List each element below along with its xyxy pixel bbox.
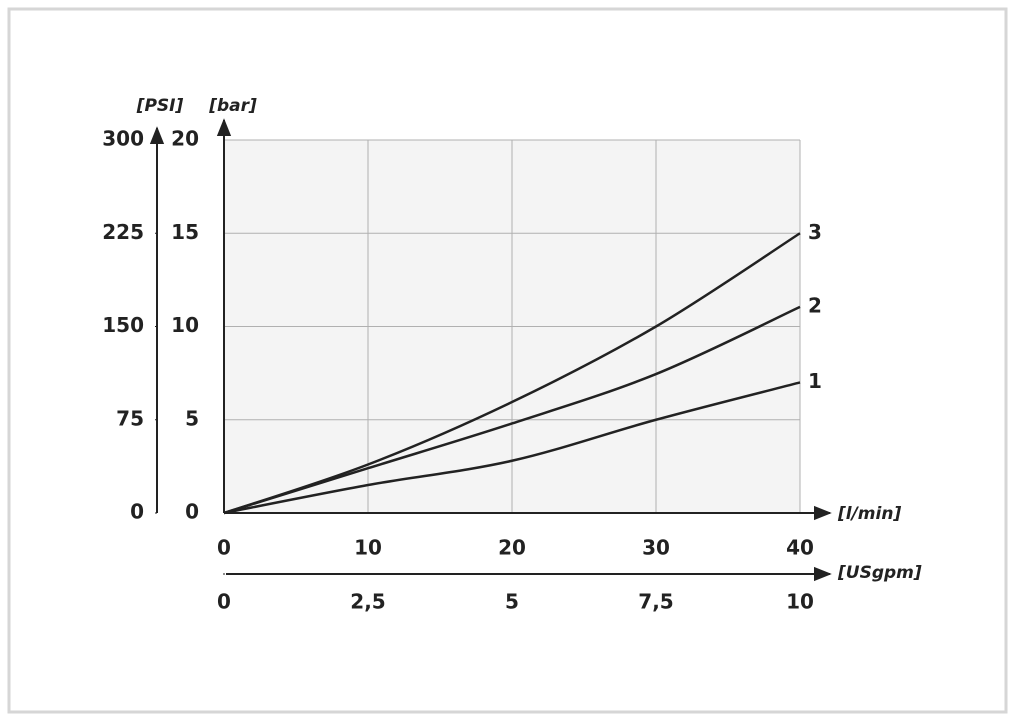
x-tick-label: 10 [354, 536, 382, 560]
x-tick-label: 0 [217, 536, 231, 560]
x2-tick-label: 2,5 [350, 590, 385, 614]
x-axis-label: [l/min] [837, 504, 901, 524]
y2-tick-label: 0 [130, 500, 144, 524]
series-label: 2 [808, 293, 822, 317]
y-tick-label: 0 [185, 500, 199, 524]
y2-tick-label: 150 [102, 313, 144, 337]
series-line [223, 305, 801, 515]
series-label: 1 [808, 369, 822, 393]
series-line [223, 381, 801, 515]
x2-axis-label: [USgpm] [837, 563, 922, 583]
x-tick-label: 40 [786, 536, 814, 560]
y-tick-label: 20 [171, 127, 199, 151]
x2-tick-label: 0 [217, 590, 231, 614]
x-tick-label: 20 [498, 536, 526, 560]
y-tick-label: 5 [185, 406, 199, 430]
x-tick-label: 30 [642, 536, 670, 560]
series-line [223, 232, 801, 515]
y2-tick-label: 75 [116, 406, 144, 430]
y-tick-label: 10 [171, 313, 199, 337]
series-label: 3 [808, 220, 822, 244]
x2-tick-label: 5 [505, 590, 519, 614]
y-axis-label: [bar] [208, 96, 257, 116]
y2-tick-label: 300 [102, 127, 144, 151]
y2-tick-label: 225 [102, 220, 144, 244]
x2-tick-label: 10 [786, 590, 814, 614]
x2-tick-label: 7,5 [638, 590, 673, 614]
y-tick-label: 15 [171, 220, 199, 244]
y2-axis-label: [PSI] [136, 96, 184, 116]
